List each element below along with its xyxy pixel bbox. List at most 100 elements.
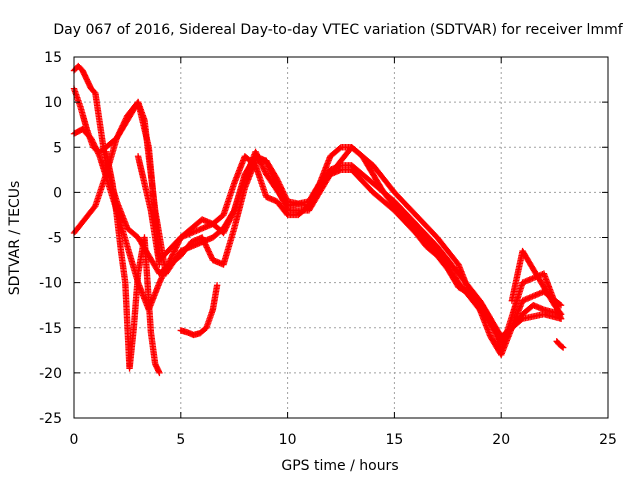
x-axis-title: GPS time / hours [281,458,398,474]
data-point-marker [200,237,207,244]
y-tick-label: -25 [39,411,62,427]
data-point-marker [170,249,177,257]
data-point-marker [559,344,567,351]
data-point-marker [278,185,285,192]
y-tick-label: -5 [48,231,62,247]
data-point-marker [281,191,288,198]
data-point-marker [279,188,287,195]
chart-title: Day 067 of 2016, Sidereal Day-to-day VTE… [53,22,623,38]
data-point-marker [156,278,164,285]
data-point-marker [486,314,493,321]
x-tick-label: 25 [599,432,617,448]
grid [74,57,608,418]
data-point-marker [281,201,289,208]
data-point-marker [261,166,268,174]
data-point-marker [206,249,213,257]
data-point-marker [221,226,229,234]
data-point-marker [168,252,176,260]
data-point-marker [261,168,269,175]
data-layer [70,62,567,377]
data-point-marker [223,222,231,230]
data-point-marker [228,211,236,218]
data-point-marker [201,239,209,247]
y-tick-label: 10 [44,95,62,111]
data-point-marker [172,245,179,252]
y-tick-label: 15 [44,50,62,66]
data-point-marker [158,273,166,281]
x-tick-label: 10 [279,432,297,448]
y-tick-label: -20 [39,366,62,382]
data-point-marker [220,229,227,237]
data-point-marker [174,239,182,247]
data-point-marker [202,241,209,248]
data-point-marker [556,309,564,317]
data-point-marker [558,343,566,350]
data-point-marker [226,217,233,224]
data-point-marker [206,251,214,258]
data-point-marker [228,212,235,220]
data-point-marker [198,234,206,241]
data-point-marker [224,219,232,227]
data-point-marker [259,164,267,171]
data-point-marker [172,244,180,251]
axis-ticks: 0 5 10 15 20 25 -25 -20 -15 -10 -5 0 5 10 15 [39,50,617,448]
data-point-marker [282,202,289,210]
series-track-5 [102,148,163,377]
data-point-marker [170,248,178,255]
x-tick-label: 0 [70,432,79,448]
y-tick-label: 0 [53,185,62,201]
x-tick-label: 20 [492,432,510,448]
data-point-marker [173,242,180,250]
data-point-marker [169,251,176,258]
data-point-marker [204,245,211,252]
data-point-marker [283,195,290,202]
data-point-marker [207,252,215,260]
series-track-4 [70,62,565,354]
data-point-marker [200,238,208,245]
data-point-marker [260,165,267,172]
data-point-marker [281,200,288,207]
series-track-9 [553,338,567,351]
data-point-marker [156,369,163,377]
data-point-marker [174,241,181,248]
data-point-marker [208,254,215,261]
data-point-marker [283,204,290,211]
y-tick-label: 5 [53,140,62,156]
data-point-marker [156,261,163,268]
data-point-marker [275,178,282,185]
data-point-marker [281,192,289,199]
data-point-marker [95,151,103,159]
data-point-marker [171,246,178,254]
data-point-marker [277,182,284,190]
data-point-marker [156,279,163,286]
data-point-marker [275,179,283,187]
data-point-marker [273,175,281,183]
series-track-8 [508,247,565,318]
data-point-marker [227,214,235,221]
data-point-marker [280,189,287,197]
data-point-marker [274,177,281,184]
series-track-7 [177,282,221,339]
data-point-marker [168,254,175,261]
data-point-marker [175,238,182,245]
data-point-marker [225,218,233,225]
data-point-marker [222,224,230,231]
y-tick-label: -15 [39,321,62,337]
x-tick-label: 5 [176,432,185,448]
data-point-marker [557,311,565,318]
data-point-marker [253,149,260,157]
data-point-marker [157,276,164,284]
data-point-marker [277,184,285,191]
data-point-marker [158,275,165,282]
data-point-marker [224,221,231,228]
series-track-6 [134,153,163,268]
data-point-marker [203,244,211,251]
data-point-marker [176,237,183,244]
data-point-marker [205,248,213,255]
y-axis-title: SDTVAR / TECUs [7,181,23,296]
data-point-marker [220,228,228,235]
data-point-marker [226,215,234,223]
data-point-marker [213,282,221,289]
data-point-marker [202,242,210,250]
